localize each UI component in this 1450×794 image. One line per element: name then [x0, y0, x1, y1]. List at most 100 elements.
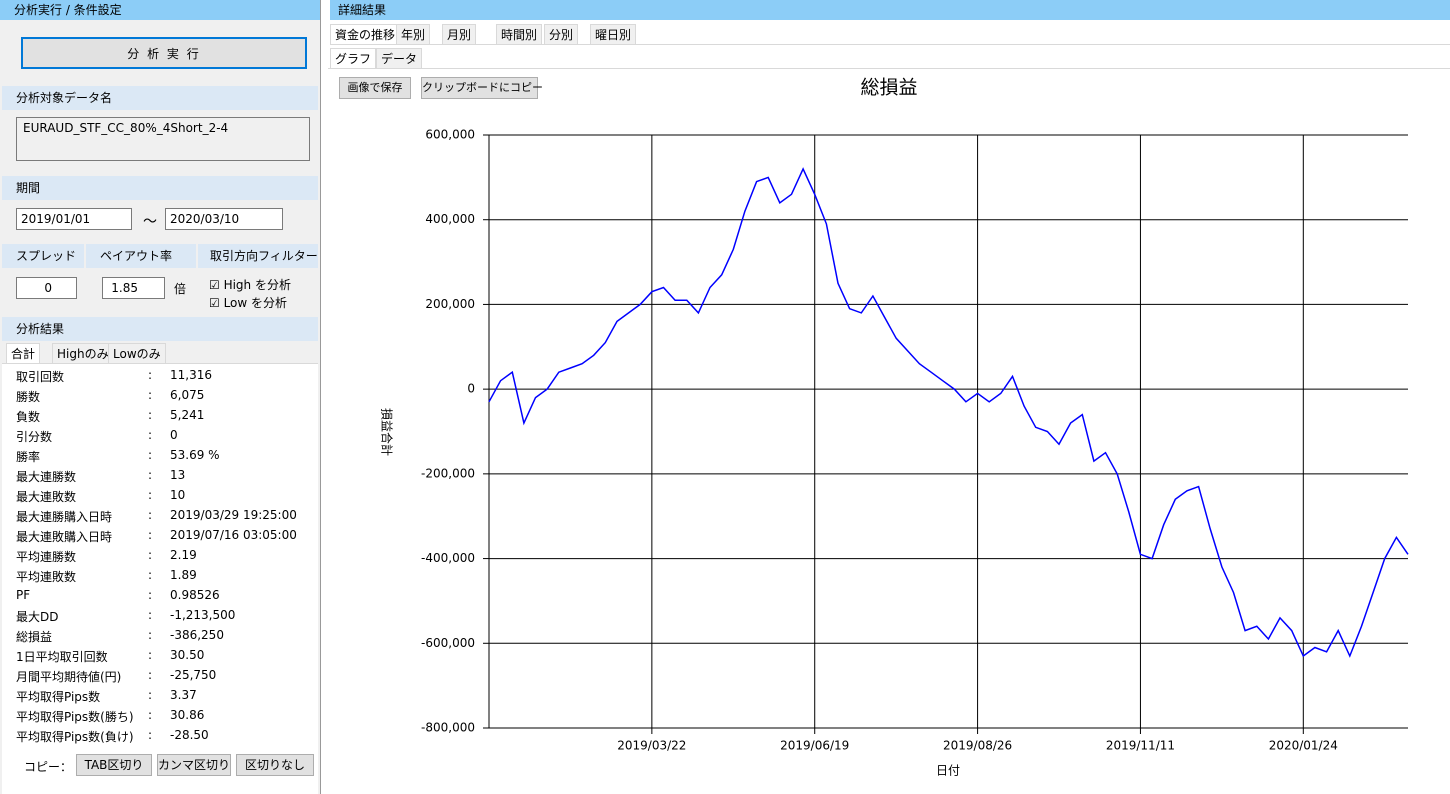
result-separator: : — [148, 528, 153, 542]
result-label: 負数 — [16, 410, 41, 424]
tab[interactable]: 合計 — [6, 343, 41, 363]
x-tick-label: 2019/11/11 — [1106, 739, 1175, 753]
x-tick-label: 2019/08/26 — [943, 739, 1012, 753]
section-header: ペイアウト率 — [86, 244, 196, 268]
y-tick-label: 0 — [467, 382, 475, 396]
result-value: 1.89 — [170, 568, 197, 582]
result-separator: : — [148, 608, 153, 622]
result-label: 平均取得Pips数(負け) — [16, 730, 134, 744]
chart-button[interactable]: 画像で保存 — [339, 77, 411, 99]
result-value: 0.98526 — [170, 588, 220, 602]
x-axis-label: 日付 — [936, 764, 960, 778]
low-checkbox[interactable]: ☑ Low を分析 — [209, 296, 288, 310]
tab[interactable]: グラフ — [330, 48, 377, 68]
date-to[interactable]: 2020/03/10 — [165, 208, 283, 230]
tab[interactable]: 曜日別 — [590, 24, 637, 44]
result-value: -25,750 — [170, 668, 217, 682]
tab[interactable]: 年別 — [396, 24, 431, 44]
result-value: -1,213,500 — [170, 608, 236, 622]
result-value: 2019/03/29 19:25:00 — [170, 508, 297, 522]
result-separator: : — [148, 548, 153, 562]
result-value: 30.86 — [170, 708, 205, 722]
tab[interactable]: Lowのみ — [108, 343, 166, 363]
result-value: 5,241 — [170, 408, 205, 422]
section-header: 分析結果 — [2, 317, 318, 341]
result-value: 13 — [170, 468, 186, 482]
run-button[interactable]: 分 析 実 行 — [21, 37, 307, 69]
result-separator: : — [148, 728, 153, 742]
result-separator: : — [148, 688, 153, 702]
y-tick-label: -200,000 — [421, 466, 475, 480]
high-checkbox[interactable]: ☑ High を分析 — [209, 278, 291, 292]
tab[interactable]: データ — [376, 48, 423, 68]
tab[interactable]: 分別 — [544, 24, 579, 44]
result-label: 引分数 — [16, 430, 53, 444]
result-label: 最大連敗数 — [16, 490, 77, 504]
payout-input[interactable]: 1.85 — [102, 277, 165, 299]
tab[interactable]: 時間別 — [496, 24, 543, 44]
result-label: 平均連勝数 — [16, 550, 77, 564]
result-separator: : — [148, 388, 153, 402]
tab[interactable]: Highのみ — [52, 343, 114, 363]
result-separator: : — [148, 488, 153, 502]
copy-button[interactable]: 区切りなし — [236, 754, 314, 776]
chart-title: 総損益 — [860, 77, 917, 99]
section-header: 取引方向フィルター — [198, 244, 318, 268]
y-tick-label: -800,000 — [421, 721, 475, 735]
y-tick-label: -600,000 — [421, 636, 475, 650]
result-separator: : — [148, 508, 153, 522]
x-tick-label: 2019/03/22 — [617, 739, 686, 753]
tab[interactable]: 資金の推移 — [330, 24, 401, 44]
chart-button[interactable]: クリップボードにコピー — [421, 77, 543, 99]
result-label: 勝数 — [16, 390, 41, 404]
result-value: 53.69 % — [170, 448, 220, 462]
result-value: 0 — [170, 428, 178, 442]
result-label: 最大連勝数 — [16, 470, 77, 484]
date-from[interactable]: 2019/01/01 — [16, 208, 132, 230]
result-value: -28.50 — [170, 728, 209, 742]
result-separator: : — [148, 568, 153, 582]
spread-input[interactable]: 0 — [16, 277, 77, 299]
payout-unit: 倍 — [174, 282, 187, 296]
copy-button[interactable]: カンマ区切り — [157, 754, 231, 776]
range-separator: ～ — [143, 214, 157, 230]
result-label: 平均取得Pips数 — [16, 690, 101, 704]
y-tick-label: 200,000 — [425, 297, 475, 311]
x-tick-label: 2020/01/24 — [1269, 739, 1338, 753]
result-separator: : — [148, 668, 153, 682]
result-separator: : — [148, 408, 153, 422]
result-label: 月間平均期待値(円) — [16, 670, 122, 684]
x-tick-label: 2019/06/19 — [780, 739, 849, 753]
result-value: 3.37 — [170, 688, 197, 702]
result-separator: : — [148, 448, 153, 462]
result-separator: : — [148, 428, 153, 442]
result-separator: : — [148, 368, 153, 382]
y-axis-label: 損益合計 — [380, 408, 395, 456]
result-label: 最大DD — [16, 610, 59, 624]
data-name-field[interactable]: EURAUD_STF_CC_80%_4Short_2-4 — [16, 117, 310, 161]
result-value: 11,316 — [170, 368, 212, 382]
result-value: 2019/07/16 03:05:00 — [170, 528, 297, 542]
tab[interactable]: 月別 — [442, 24, 477, 44]
result-label: 平均取得Pips数(勝ち) — [16, 710, 134, 724]
section-header: 期間 — [2, 176, 318, 200]
results-pane — [2, 363, 318, 794]
y-tick-label: 600,000 — [425, 128, 475, 142]
result-separator: : — [148, 628, 153, 642]
panel-header: 詳細結果 — [330, 0, 1450, 20]
result-value: 6,075 — [170, 388, 205, 402]
result-label: 最大連勝購入日時 — [16, 510, 113, 524]
result-label: 1日平均取引回数 — [16, 650, 108, 664]
checkbox-label: High を分析 — [223, 278, 291, 292]
copy-button[interactable]: TAB区切り — [76, 754, 152, 776]
tab-divider — [328, 68, 1450, 69]
result-value: 10 — [170, 488, 186, 502]
section-header: 分析対象データ名 — [2, 86, 318, 110]
result-label: 平均連敗数 — [16, 570, 77, 584]
result-separator: : — [148, 648, 153, 662]
result-separator: : — [148, 468, 153, 482]
result-label: 最大連敗購入日時 — [16, 530, 113, 544]
result-label: PF — [16, 588, 31, 602]
